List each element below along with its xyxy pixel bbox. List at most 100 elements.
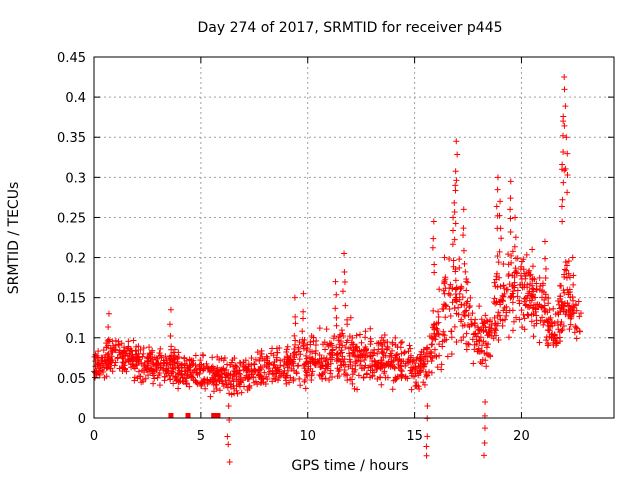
data-point [512,214,519,221]
data-point [469,336,476,343]
data-point [518,275,525,282]
data-point [460,247,467,254]
data-point [327,351,334,358]
data-point [352,362,359,369]
data-point [297,382,304,389]
data-point [220,357,227,364]
data-point [521,270,528,277]
data-point [518,258,525,265]
data-point [525,269,532,276]
data-point [505,251,512,258]
data-point [436,352,443,359]
data-point [332,278,339,285]
data-point [210,388,217,395]
data-point [283,346,290,353]
data-point [398,350,405,357]
data-point [292,337,299,344]
data-point [511,282,518,289]
data-point [521,326,528,333]
data-point [256,374,263,381]
data-point [442,302,449,309]
data-point [148,366,155,373]
data-point [561,74,568,81]
data-point [178,368,185,375]
data-point [350,346,357,353]
data-point [282,374,289,381]
data-point [433,330,440,337]
data-point [517,272,524,279]
data-point [491,279,498,286]
data-point [144,354,151,361]
data-point [229,356,236,363]
data-point [369,352,376,359]
data-point [322,357,329,364]
data-point [561,303,568,310]
data-point [447,281,454,288]
data-point [510,293,517,300]
data-point [349,341,356,348]
data-point [161,360,168,367]
data-point [558,327,565,334]
data-point [193,379,200,386]
data-point [450,214,457,221]
data-point [429,341,436,348]
data-point [378,357,385,364]
data-point [381,339,388,346]
data-point [143,367,150,374]
data-point [389,347,396,354]
data-point [573,324,580,331]
data-point [308,348,315,355]
data-point [367,349,374,356]
data-point [234,390,241,397]
data-point [528,318,535,325]
data-point [562,103,569,110]
data-point [237,371,244,378]
data-point [95,370,102,377]
data-point [460,333,467,340]
data-point [541,238,548,245]
axis-ticks: 0 0.05 0.1 0.15 0.2 0.25 0.3 0.35 0.4 0.45 0 5 10 15 2… [57,51,614,444]
data-point [135,343,142,350]
data-point [412,360,419,367]
x-tick-label: 0 [90,429,98,444]
data-point [435,313,442,320]
data-point [362,334,369,341]
data-point [494,312,501,319]
data-point [429,324,436,331]
data-point [466,303,473,310]
data-point [566,302,573,309]
data-point [222,377,229,384]
data-point [430,218,437,225]
data-point [129,361,136,368]
data-point [408,386,415,393]
data-point [467,294,474,301]
data-point [336,366,343,373]
data-point [95,348,102,355]
data-point [274,349,281,356]
data-point [206,369,213,376]
data-point [120,348,127,355]
data-points [91,74,584,465]
data-point [460,311,467,318]
data-point [457,318,464,325]
data-point [449,299,456,306]
data-point [121,365,128,372]
data-point [548,331,555,338]
data-point [321,339,328,346]
data-point [511,243,518,250]
data-point [471,330,478,337]
data-point [193,366,200,373]
data-point [255,371,262,378]
data-point [167,361,174,368]
data-point [493,322,500,329]
data-point [567,321,574,328]
data-point [430,235,437,242]
data-point [169,364,176,371]
data-point [223,381,230,388]
data-point [344,321,351,328]
data-point [173,378,180,385]
data-point [354,386,361,393]
data-point [564,150,571,157]
data-point [453,177,460,184]
data-point [463,330,470,337]
